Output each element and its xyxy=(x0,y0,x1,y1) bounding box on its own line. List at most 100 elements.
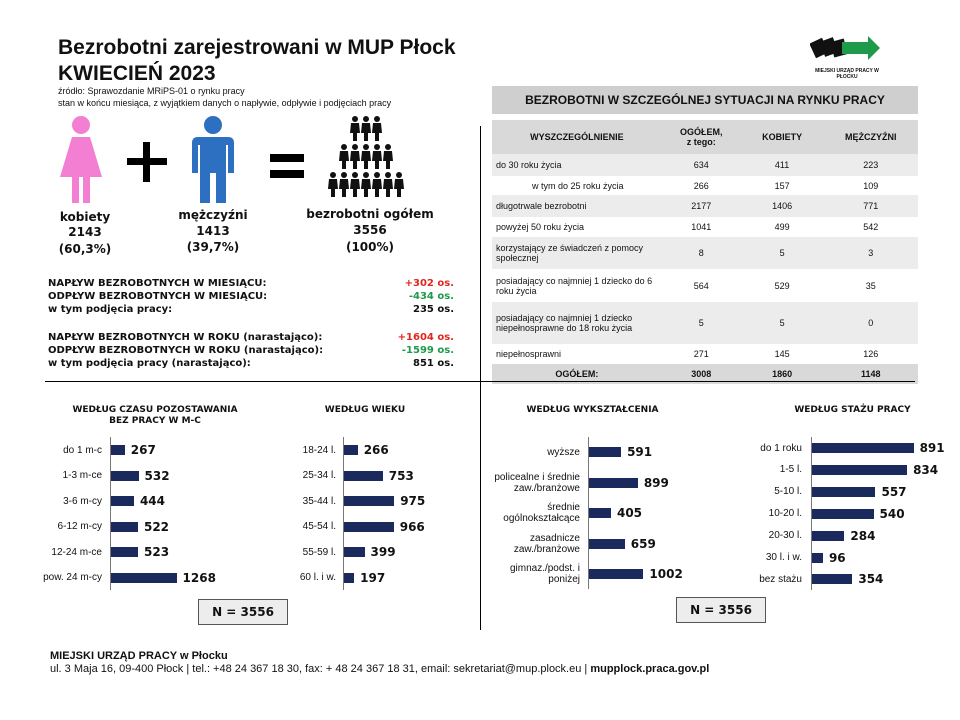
n-box-right: N = 3556 xyxy=(676,597,766,623)
bar xyxy=(111,470,139,481)
row-total: 8 xyxy=(661,237,741,269)
bar xyxy=(344,445,358,455)
category-label: 30 l. i w. xyxy=(765,552,802,563)
flow-label: ODPŁYW BEZROBOTNYCH W ROKU (narastająco)… xyxy=(48,345,324,356)
men-label: mężczyźni xyxy=(178,208,248,222)
row-women: 499 xyxy=(774,222,790,232)
bar xyxy=(589,447,622,457)
table-row: korzystający ze świadczeń z pomocy społe… xyxy=(492,237,918,269)
flow-label: NAPŁYW BEZROBOTNYCH W ROKU (narastająco)… xyxy=(48,332,323,343)
row-women: 5 xyxy=(740,237,824,269)
row-men: 542 xyxy=(863,222,879,232)
value-label: 197 xyxy=(360,570,386,585)
row-women: 411 xyxy=(740,154,824,176)
row-total: 266 xyxy=(693,180,709,191)
bar xyxy=(111,547,139,557)
bar xyxy=(589,569,644,579)
row-men: 109 xyxy=(863,180,879,191)
bar xyxy=(344,547,365,557)
total-value: 3556 xyxy=(353,223,387,237)
value-label: 899 xyxy=(643,475,669,490)
total-men: 1148 xyxy=(823,364,918,384)
woman-icon xyxy=(60,116,102,203)
value-label: 557 xyxy=(881,484,907,499)
value-label: 975 xyxy=(400,494,426,508)
crowd-icon xyxy=(328,116,404,197)
page-title: Bezrobotni zarejestrowani w MUP Płock xyxy=(58,36,456,59)
value-label: 399 xyxy=(370,545,396,559)
bar xyxy=(111,572,177,583)
footer-contact: ul. 3 Maja 16, 09-400 Płock | tel.: +48 … xyxy=(50,663,709,675)
source-note: źródło: Sprawozdanie MRiPS-01 o rynku pr… xyxy=(58,86,245,96)
category-label: 55-59 l. xyxy=(302,546,336,558)
bar xyxy=(812,443,914,453)
row-women: 529 xyxy=(774,280,790,291)
row-men: 223 xyxy=(823,154,918,176)
category-label: 3-6 m-cy xyxy=(63,495,102,507)
category-label: 18-24 l. xyxy=(302,444,336,456)
value-label: 753 xyxy=(388,468,414,483)
footer-website[interactable]: mupplock.praca.gov.pl xyxy=(590,663,710,675)
row-men: 126 xyxy=(863,349,879,359)
bar xyxy=(344,521,394,532)
row-total: 2177 xyxy=(661,195,741,217)
bar xyxy=(812,508,874,519)
value-label: 266 xyxy=(363,443,389,457)
category-label: 45-54 l. xyxy=(302,521,336,532)
row-women: 145 xyxy=(774,349,790,359)
value-label: 834 xyxy=(913,462,939,477)
row-women: 5 xyxy=(740,302,824,344)
bar xyxy=(111,496,134,506)
category-label: 6-12 m-cy xyxy=(57,521,102,532)
value-label: 284 xyxy=(850,528,876,543)
category-label: bez stażu xyxy=(759,573,802,585)
value-label: 532 xyxy=(144,468,170,483)
row-total: 564 xyxy=(693,280,709,291)
chart-title: WEDŁUG STAŻU PRACY xyxy=(794,405,911,415)
value-label: 444 xyxy=(139,494,166,508)
value-label: 354 xyxy=(858,572,884,587)
category-label: 10-20 l. xyxy=(768,508,802,520)
logo-text: MIEJSKI URZĄD PRACY W PŁOCKU xyxy=(815,68,879,80)
value-label: 966 xyxy=(399,519,425,534)
value-label: 540 xyxy=(879,506,905,521)
row-total: 5 xyxy=(661,302,741,344)
row-label: posiadający co najmniej 1 dziecko niepeł… xyxy=(492,302,662,344)
col-header-women: KOBIETY xyxy=(740,120,824,154)
row-men: 771 xyxy=(823,195,918,217)
special-situation-table: BEZROBOTNI W SZCZEGÓLNEJ SYTUACJI NA RYN… xyxy=(492,86,918,384)
row-label: w tym do 25 roku życia xyxy=(532,180,624,191)
bar xyxy=(111,445,125,455)
col-header-desc: WYSZCZEGÓLNIENIE xyxy=(492,120,662,154)
value-label: 591 xyxy=(627,445,653,459)
footer-org: MIEJSKI URZĄD PRACY w Płocku xyxy=(50,650,228,662)
footer-address: ul. 3 Maja 16, 09-400 Płock | tel.: +48 … xyxy=(50,663,591,675)
table-row: posiadający co najmniej 1 dziecko do 6 r… xyxy=(492,269,918,302)
bar xyxy=(344,496,395,506)
chart-title: WEDŁUG CZASU POZOSTAWANIA BEZ PRACY W M-… xyxy=(72,405,238,426)
value-label: 1002 xyxy=(649,567,683,581)
table-row: niepełnosprawni 271 145 126 xyxy=(492,344,918,364)
plus-icon xyxy=(127,142,167,182)
scope-note: stan w końcu miesiąca, z wyjątkiem danyc… xyxy=(58,98,392,108)
flow-label: w tym podjęcia pracy: xyxy=(48,304,173,315)
man-icon xyxy=(192,116,234,203)
women-value: 2143 xyxy=(68,225,102,239)
bar xyxy=(589,538,625,549)
women-label: kobiety xyxy=(59,210,111,224)
bar xyxy=(812,552,823,563)
flow-value: +1604 os. xyxy=(397,332,454,343)
category-label: do 1 m-c xyxy=(63,444,102,456)
row-women: 1406 xyxy=(740,195,824,217)
horizontal-divider xyxy=(45,381,915,382)
bar xyxy=(344,572,355,583)
row-men: 35 xyxy=(865,280,876,291)
chart-axis xyxy=(811,437,812,591)
category-label: 5-10 l. xyxy=(774,486,802,498)
bar xyxy=(812,486,876,497)
value-label: 1268 xyxy=(182,570,216,585)
total-label: OGÓŁEM: xyxy=(492,364,662,384)
value-label: 891 xyxy=(919,441,945,455)
n-box-left: N = 3556 xyxy=(198,599,288,625)
row-label: powyżej 50 roku życia xyxy=(496,222,585,232)
